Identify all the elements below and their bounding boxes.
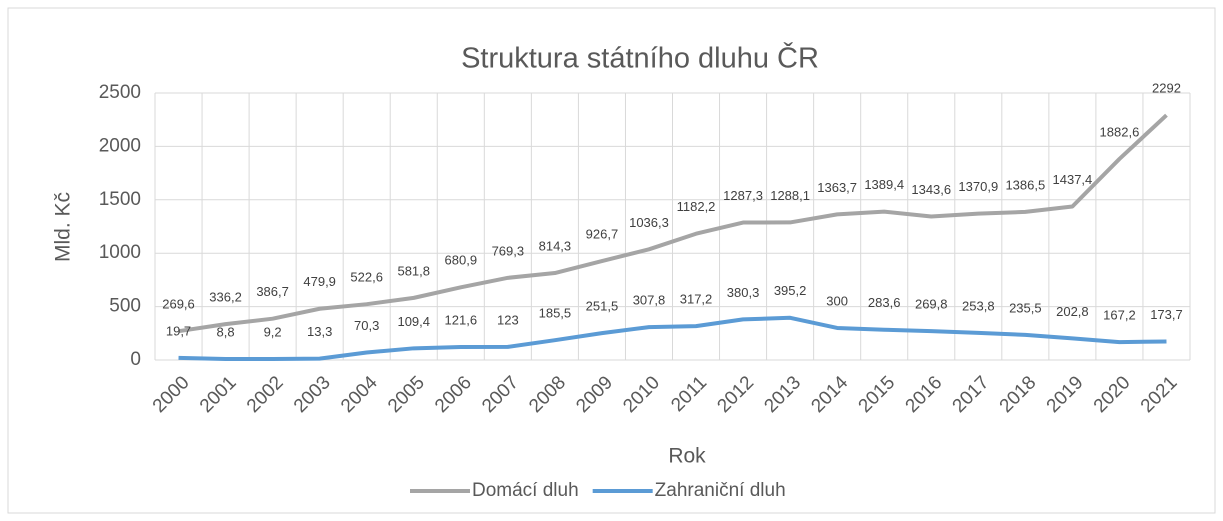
data-label: 1363,7 [817,180,857,195]
data-label: 202,8 [1056,304,1089,319]
data-label: 269,6 [162,297,195,312]
data-label: 479,9 [303,274,336,289]
data-label: 121,6 [445,312,478,327]
data-label: 8,8 [217,324,235,339]
data-label: 1882,6 [1100,124,1140,139]
data-label: 1287,3 [723,188,763,203]
data-label: 300 [826,293,848,308]
data-label: 1343,6 [911,182,951,197]
data-label: 1437,4 [1053,172,1093,187]
y-tick-label: 1500 [99,189,141,210]
series-line [178,315,1167,362]
data-label: 380,3 [727,285,760,300]
data-label: 283,6 [868,295,901,310]
data-label: 1036,3 [629,215,669,230]
data-label: 522,6 [350,270,383,285]
data-label: 109,4 [397,314,430,329]
series-line [178,113,1168,334]
data-label: 70,3 [354,318,379,333]
legend-label: Zahraniční dluh [655,480,786,501]
data-label: 13,3 [307,324,332,339]
data-label: 251,5 [586,299,619,314]
chart-title: Struktura státního dluhu ČR [461,41,819,75]
data-label: 167,2 [1103,308,1136,323]
data-label: 395,2 [774,283,807,298]
y-tick-label: 500 [109,296,141,317]
data-label: 386,7 [256,284,289,299]
y-tick-label: 1000 [99,242,141,263]
data-label: 253,8 [962,298,995,313]
data-label: 581,8 [397,263,430,278]
data-label: 336,2 [209,290,242,305]
data-label: 317,2 [680,292,713,307]
data-label: 926,7 [586,226,619,241]
data-label: 2292 [1152,81,1181,96]
y-tick-label: 0 [130,349,141,370]
data-label: 307,8 [633,293,666,308]
data-label: 185,5 [539,306,572,321]
data-label: 123 [497,312,519,327]
data-label: 1389,4 [864,177,904,192]
data-label: 173,7 [1150,307,1183,322]
data-label: 9,2 [264,324,282,339]
y-axis-label: Mld. Kč [52,192,75,262]
data-label: 769,3 [492,243,525,258]
legend-label: Domácí dluh [472,480,579,501]
data-label: 1182,2 [677,199,716,214]
data-label: 1370,9 [958,179,998,194]
x-axis-label: Rok [668,445,706,468]
data-label: 680,9 [445,253,478,268]
data-label: 1288,1 [770,188,810,203]
y-tick-label: 2000 [99,135,141,156]
data-label: 814,3 [539,238,572,253]
y-tick-label: 2500 [99,82,141,103]
data-label: 19,7 [166,323,191,338]
data-label: 1386,5 [1005,177,1045,192]
data-label: 235,5 [1009,300,1042,315]
data-label: 269,8 [915,297,948,312]
